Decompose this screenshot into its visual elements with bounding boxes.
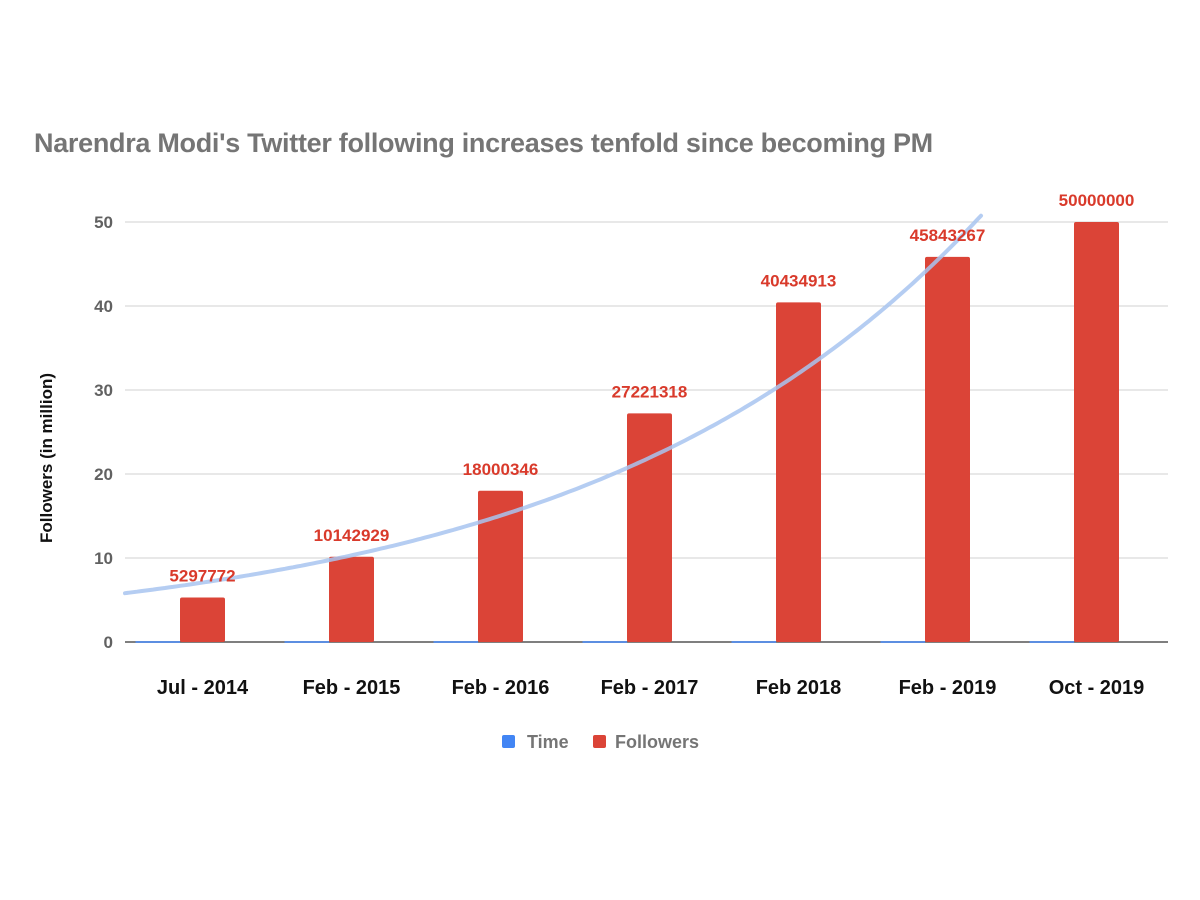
chart-title: Narendra Modi's Twitter following increa… [34, 128, 933, 158]
y-axis-label: Followers (in million) [37, 373, 56, 543]
bar-followers [478, 490, 523, 642]
bar-followers [776, 302, 821, 642]
data-label: 50000000 [1059, 191, 1135, 210]
x-tick-label: Feb 2018 [756, 677, 842, 699]
y-tick-label: 30 [94, 381, 113, 400]
bar-followers [1074, 222, 1119, 642]
y-tick-label: 50 [94, 213, 113, 232]
legend-label-followers: Followers [615, 732, 699, 752]
x-tick-label: Feb - 2015 [303, 677, 401, 699]
y-tick-label: 40 [94, 297, 113, 316]
legend-label-time: Time [527, 732, 569, 752]
bar-followers [925, 256, 970, 642]
trendline [123, 213, 983, 596]
y-tick-label: 20 [94, 465, 113, 484]
legend-swatch-time [502, 735, 515, 748]
data-label: 18000346 [463, 460, 539, 479]
x-tick-label: Feb - 2019 [899, 677, 997, 699]
legend: Time Followers [502, 732, 699, 752]
legend-swatch-followers [593, 735, 606, 748]
y-tick-label: 10 [94, 549, 113, 568]
bar-followers [329, 556, 374, 642]
x-tick-label: Oct - 2019 [1049, 677, 1145, 699]
bar-followers [180, 597, 225, 642]
data-label: 10142929 [314, 526, 390, 545]
data-label: 45843267 [910, 226, 986, 245]
data-label: 40434913 [761, 271, 837, 290]
x-tick-label: Feb - 2016 [452, 677, 550, 699]
data-label: 27221318 [612, 382, 688, 401]
x-tick-label: Jul - 2014 [157, 677, 249, 699]
x-tick-label: Feb - 2017 [601, 677, 699, 699]
y-tick-label: 0 [104, 633, 113, 652]
bar-followers [627, 413, 672, 642]
data-label: 5297772 [169, 566, 235, 585]
